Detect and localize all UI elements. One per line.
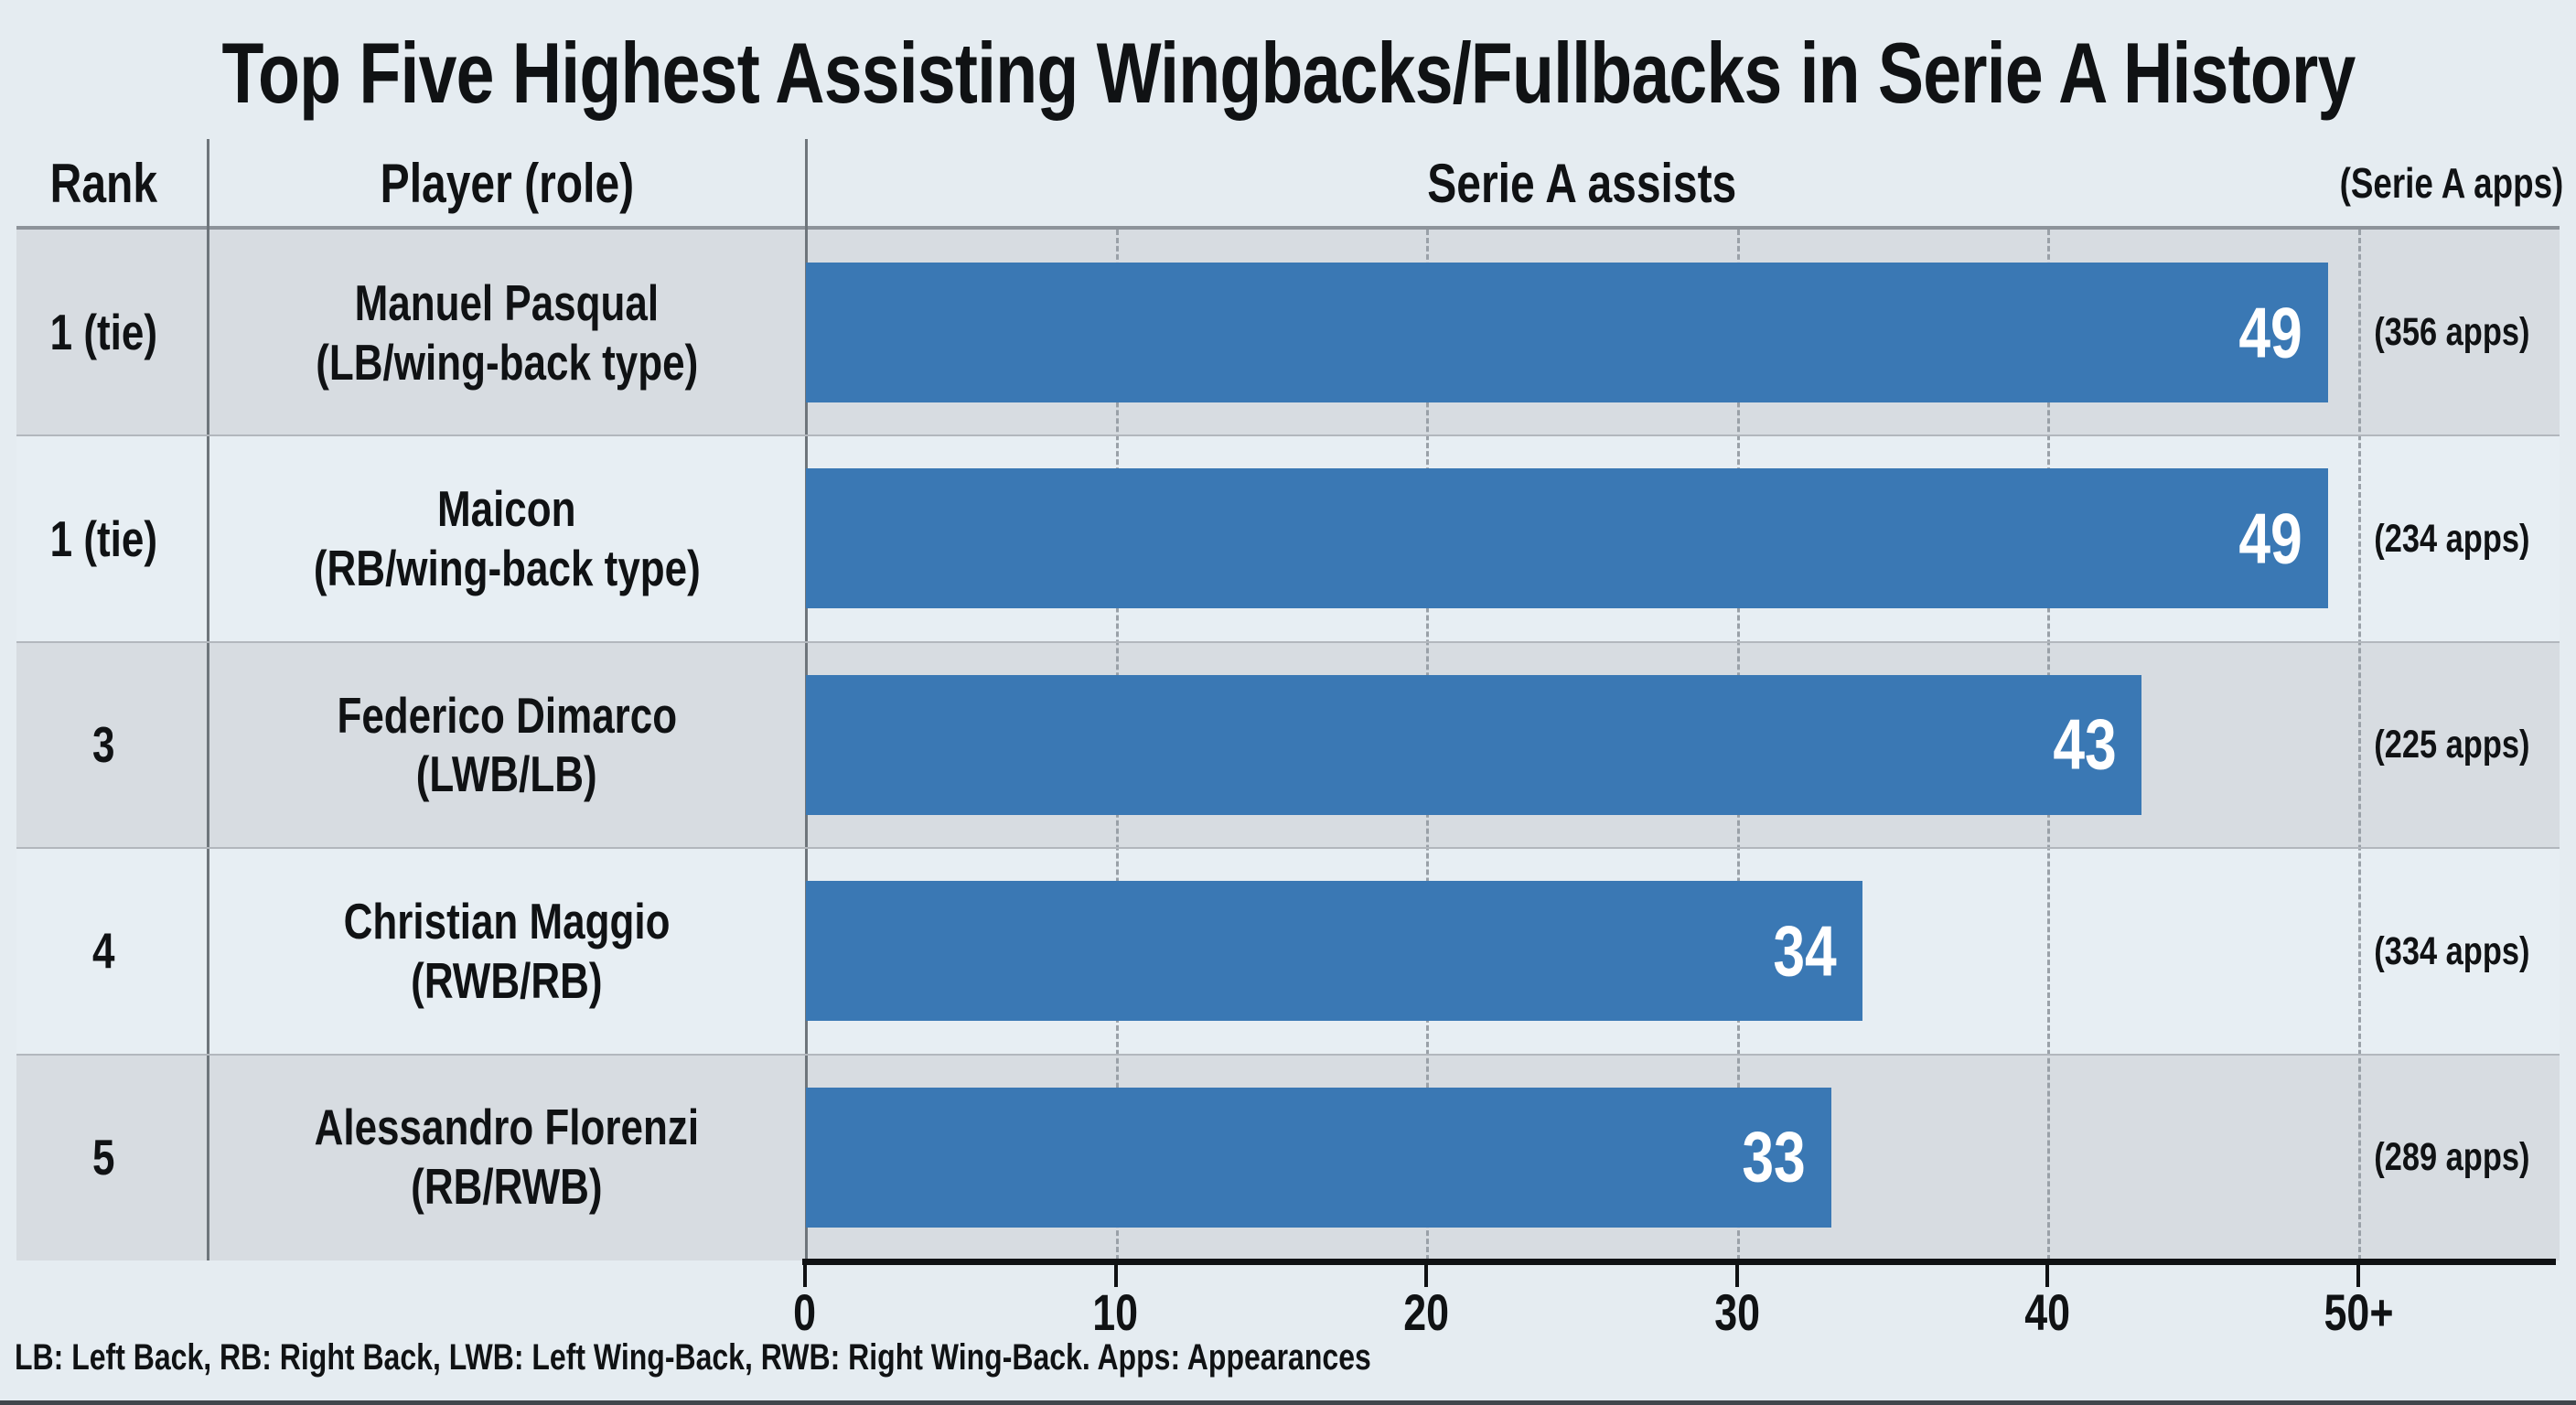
axis-tick-label: 40 xyxy=(2024,1283,2071,1341)
axis-tick xyxy=(2356,1265,2360,1287)
player-cell: Alessandro Florenzi (RB/RWB) xyxy=(208,1055,806,1260)
table-row: 3 Federico Dimarco (LWB/LB) 43 (225 apps… xyxy=(0,641,2576,849)
rank-cell: 1 (tie) xyxy=(0,230,208,435)
apps-value: (334 apps) xyxy=(2373,928,2530,973)
player-name: Christian Maggio xyxy=(343,892,671,949)
rank-value: 1 (tie) xyxy=(49,304,158,361)
player-role: (LB/wing-back type) xyxy=(315,333,699,391)
axis-tick-label: 30 xyxy=(1713,1283,1760,1341)
table-body: 1 (tie) Manuel Pasqual (LB/wing-back typ… xyxy=(0,230,2576,1260)
axis-tick-label: 20 xyxy=(1403,1283,1450,1341)
player-role: (RB/wing-back type) xyxy=(313,540,701,597)
header-underline xyxy=(16,226,2560,230)
player-name: Maicon xyxy=(437,480,576,538)
apps-value: (225 apps) xyxy=(2373,723,2530,767)
rank-cell: 1 (tie) xyxy=(0,435,208,641)
player-role: (RB/RWB) xyxy=(411,1158,603,1216)
rank-value: 5 xyxy=(92,1128,115,1185)
rank-value: 4 xyxy=(92,922,115,980)
row-divider xyxy=(16,434,2560,437)
column-header-rank: Rank xyxy=(49,152,158,214)
apps-cell: (289 apps) xyxy=(2338,1055,2565,1260)
table-row: 1 (tie) Manuel Pasqual (LB/wing-back typ… xyxy=(0,230,2576,436)
rank-cell: 3 xyxy=(0,642,208,848)
table-row: 5 Alessandro Florenzi (RB/RWB) 33 (289 a… xyxy=(0,1054,2576,1260)
player-cell: Christian Maggio (RWB/RB) xyxy=(208,848,806,1054)
assists-bar: 43 xyxy=(806,674,2142,815)
rank-cell: 4 xyxy=(0,848,208,1054)
player-cell: Maicon (RB/wing-back type) xyxy=(208,435,806,641)
assists-value: 33 xyxy=(1742,1116,1806,1197)
chart-title: Top Five Highest Assisting Wingbacks/Ful… xyxy=(0,9,2576,137)
bottom-border xyxy=(0,1400,2576,1405)
apps-value: (356 apps) xyxy=(2373,310,2530,355)
apps-cell: (225 apps) xyxy=(2338,642,2565,848)
row-divider xyxy=(16,1053,2560,1056)
apps-cell: (356 apps) xyxy=(2338,230,2565,435)
apps-cell: (334 apps) xyxy=(2338,848,2565,1054)
rank-value: 3 xyxy=(92,716,115,774)
footnote: LB: Left Back, RB: Right Back, LWB: Left… xyxy=(15,1337,1371,1378)
player-cell: Manuel Pasqual (LB/wing-back type) xyxy=(208,230,806,435)
apps-cell: (234 apps) xyxy=(2338,435,2565,641)
chart-title-text: Top Five Highest Assisting Wingbacks/Ful… xyxy=(221,25,2356,121)
assists-bar: 34 xyxy=(806,881,1862,1022)
axis-tick-label: 50+ xyxy=(2324,1283,2393,1341)
row-divider xyxy=(16,640,2560,643)
player-role: (LWB/LB) xyxy=(416,745,597,803)
player-role: (RWB/RB) xyxy=(411,951,603,1009)
assists-bar: 49 xyxy=(806,468,2329,609)
axis-tick xyxy=(803,1265,807,1287)
row-divider xyxy=(16,847,2560,850)
assists-value: 34 xyxy=(1773,910,1837,992)
assists-bar: 33 xyxy=(806,1087,1831,1228)
rank-value: 1 (tie) xyxy=(49,509,158,567)
column-header-assists: Serie A assists xyxy=(1427,152,1737,214)
axis-tick xyxy=(2045,1265,2050,1287)
axis-tick-label: 10 xyxy=(1092,1283,1139,1341)
player-name: Alessandro Florenzi xyxy=(314,1099,700,1156)
axis-tick xyxy=(1113,1265,1118,1287)
x-axis-line xyxy=(802,1259,2556,1265)
assists-value: 49 xyxy=(2238,498,2303,579)
player-name: Federico Dimarco xyxy=(337,686,677,744)
apps-value: (234 apps) xyxy=(2373,516,2530,561)
assists-bar: 49 xyxy=(806,263,2329,402)
player-name: Manuel Pasqual xyxy=(354,273,660,331)
axis-tick xyxy=(1734,1265,1739,1287)
axis-tick-label: 0 xyxy=(793,1283,817,1341)
table-row: 4 Christian Maggio (RWB/RB) 34 (334 apps… xyxy=(0,848,2576,1055)
column-header-apps: (Serie A apps) xyxy=(2339,159,2564,207)
assists-value: 43 xyxy=(2052,703,2117,785)
divider-rank-player xyxy=(207,139,209,1260)
gridline xyxy=(2358,230,2361,1260)
axis-tick xyxy=(1424,1265,1429,1287)
apps-value: (289 apps) xyxy=(2373,1134,2530,1179)
assists-value: 49 xyxy=(2238,292,2303,372)
table-row: 1 (tie) Maicon (RB/wing-back type) 49 (2… xyxy=(0,435,2576,642)
rank-cell: 5 xyxy=(0,1055,208,1260)
column-header-player: Player (role) xyxy=(380,152,634,214)
player-cell: Federico Dimarco (LWB/LB) xyxy=(208,642,806,848)
